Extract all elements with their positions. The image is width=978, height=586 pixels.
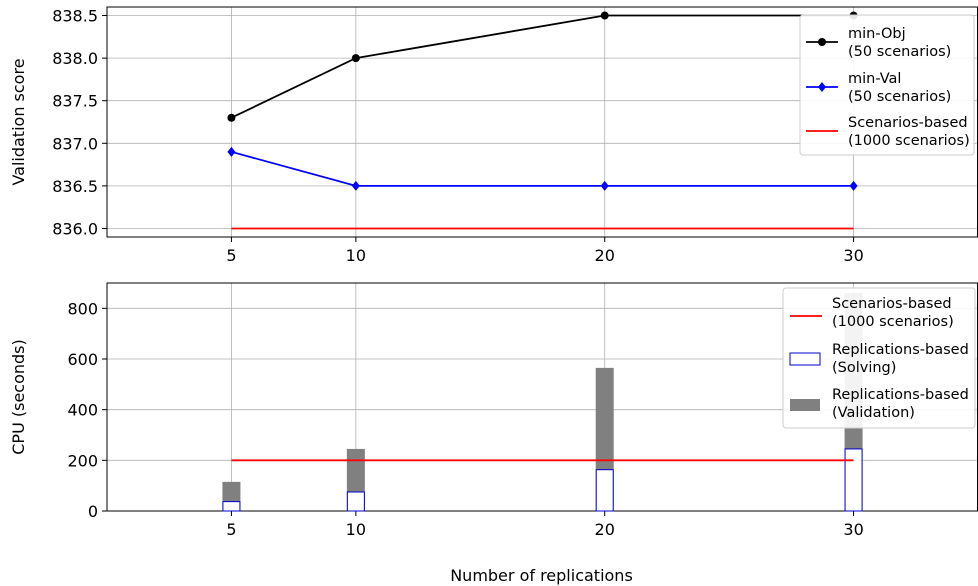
legend-entry: min-Obj (50 scenarios) bbox=[848, 26, 951, 60]
cpu-panel: 5 10 20 30 0 200 400 600 800 CPU (seconds) Scenari… bbox=[9, 282, 978, 539]
legend-marker bbox=[818, 38, 826, 46]
x-tick-label: 10 bbox=[346, 520, 366, 539]
legend-entry: Scenarios-based (1000 scenarios) bbox=[848, 115, 970, 149]
legend-box bbox=[782, 287, 976, 429]
data-point bbox=[351, 180, 360, 191]
y-tick-label: 838.0 bbox=[52, 49, 98, 68]
x-tick-label: 10 bbox=[346, 246, 366, 265]
data-point bbox=[227, 113, 236, 122]
bar-solving bbox=[222, 501, 241, 512]
legend-entry: Replications-based (Validation) bbox=[832, 387, 969, 421]
y-axis-label: Validation score bbox=[9, 58, 28, 185]
validation-score-panel: 5 10 20 30 836.0 836.5 837.0 837.5 838.0 838.5 Val… bbox=[9, 6, 978, 265]
y-axis-label: CPU (seconds) bbox=[9, 339, 28, 455]
legend-marker bbox=[818, 82, 826, 92]
y-tick-label: 600 bbox=[67, 350, 98, 369]
x-tick-label: 30 bbox=[843, 246, 863, 265]
series-line bbox=[231, 150, 854, 187]
y-tick-label: 200 bbox=[67, 451, 98, 470]
legend: min-Obj (50 scenarios) min-Val (50 scenario… bbox=[799, 14, 975, 156]
series-line bbox=[231, 14, 854, 119]
y-tick-label: 837.0 bbox=[52, 134, 98, 153]
y-tick-label: 838.5 bbox=[52, 7, 98, 26]
y-tick-label: 836.0 bbox=[52, 219, 98, 238]
legend-swatch bbox=[790, 399, 820, 411]
data-point bbox=[600, 11, 609, 20]
x-tick-label: 20 bbox=[595, 246, 615, 265]
x-tick-label: 20 bbox=[595, 520, 615, 539]
x-tick-label: 30 bbox=[843, 520, 863, 539]
x-axis-label: Number of replications bbox=[450, 566, 633, 585]
data-point bbox=[227, 146, 236, 157]
legend: Scenarios-based (1000 scenarios) Replicati… bbox=[782, 287, 976, 429]
legend-box bbox=[799, 14, 975, 156]
x-tick-label: 5 bbox=[226, 246, 236, 265]
y-tick-label: 400 bbox=[67, 401, 98, 420]
data-point bbox=[849, 180, 858, 191]
data-point bbox=[351, 54, 360, 63]
y-tick-label: 0 bbox=[88, 502, 98, 521]
y-tick-label: 836.5 bbox=[52, 177, 98, 196]
legend-entry: min-Val (50 scenarios) bbox=[848, 71, 951, 105]
y-tick-label: 800 bbox=[67, 299, 98, 318]
x-tick-label: 5 bbox=[226, 520, 236, 539]
legend-entry: Replications-based (Solving) bbox=[832, 342, 969, 376]
legend-entry: Scenarios-based (1000 scenarios) bbox=[832, 296, 954, 330]
data-point bbox=[600, 180, 609, 191]
bar-solving bbox=[595, 469, 614, 512]
bar-solving bbox=[346, 491, 365, 512]
bar-solving bbox=[844, 448, 863, 512]
legend-swatch bbox=[789, 352, 821, 366]
y-tick-label: 837.5 bbox=[52, 92, 98, 111]
